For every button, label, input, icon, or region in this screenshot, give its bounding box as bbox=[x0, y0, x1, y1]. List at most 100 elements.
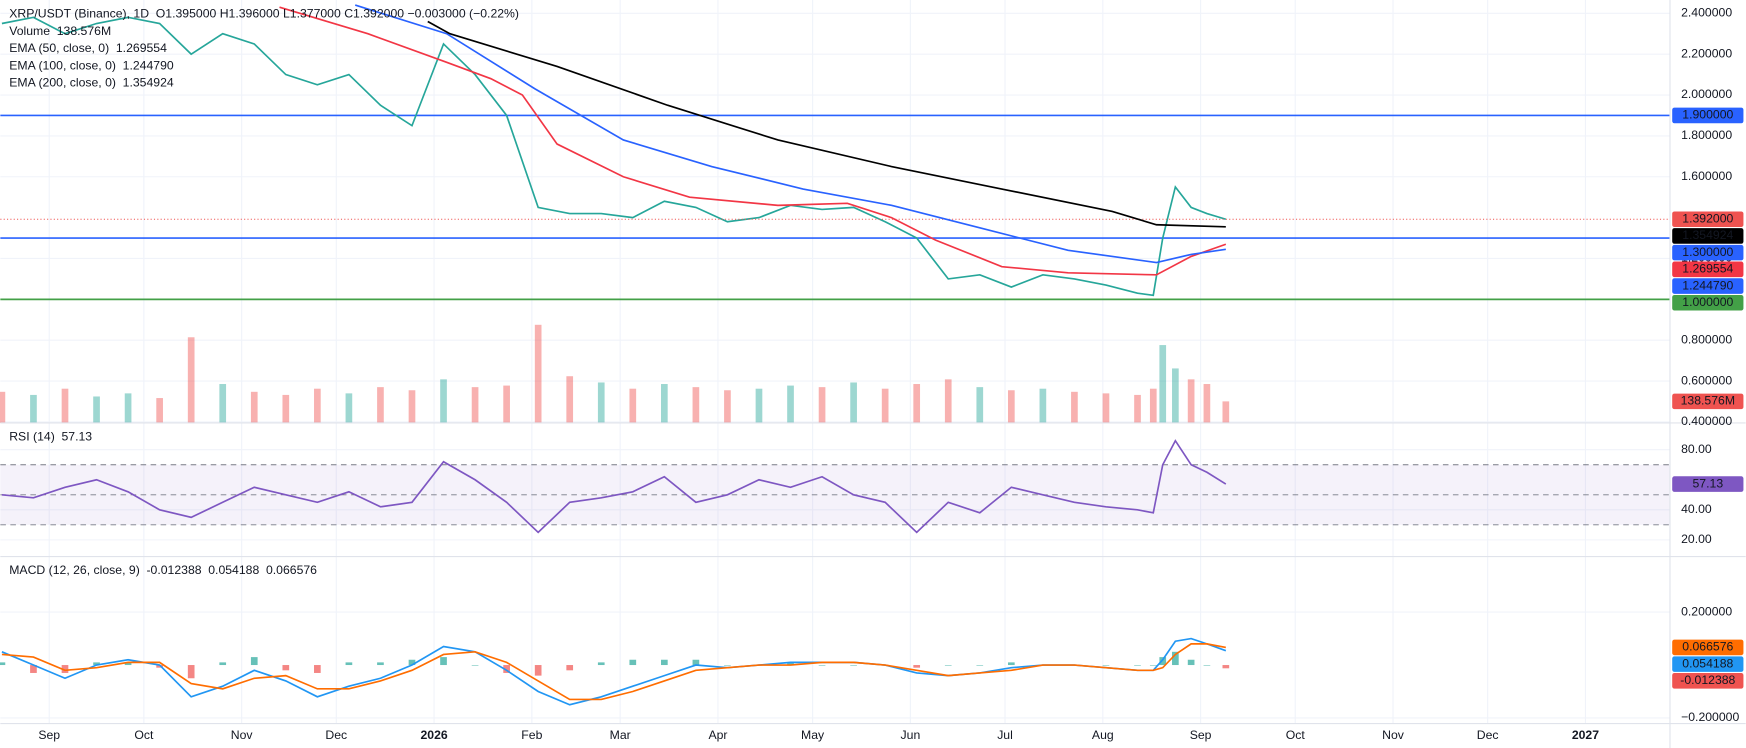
histogram-bar bbox=[0, 662, 6, 666]
histogram-bar bbox=[850, 665, 857, 666]
y-tick-label: 2.400000 bbox=[1681, 6, 1732, 20]
price-badge-label: 1.269554 bbox=[1682, 262, 1733, 276]
x-tick-label: May bbox=[801, 728, 825, 742]
x-tick-label: Oct bbox=[134, 728, 154, 742]
series-line bbox=[427, 20, 1226, 228]
price-badge-label: -0.012388 bbox=[1680, 673, 1735, 687]
histogram-bar bbox=[724, 665, 731, 666]
histogram-bar bbox=[661, 659, 668, 666]
price-badge bbox=[1672, 278, 1744, 294]
volume-bar bbox=[1039, 388, 1047, 423]
histogram-bar bbox=[93, 662, 100, 666]
histogram-bar bbox=[1222, 665, 1230, 669]
histogram-bar bbox=[1187, 659, 1195, 666]
histogram-bar bbox=[282, 665, 290, 671]
price-badge bbox=[1672, 211, 1744, 228]
volume-bar bbox=[1187, 379, 1195, 423]
volume-bar bbox=[503, 385, 510, 423]
histogram-bar bbox=[1203, 665, 1211, 666]
histogram-bar bbox=[944, 665, 952, 666]
volume-bar bbox=[661, 384, 668, 423]
y-tick-label: 80.00 bbox=[1681, 442, 1712, 456]
histogram-bar bbox=[818, 665, 826, 666]
histogram-bar bbox=[1007, 662, 1015, 666]
legend-ohlc: O1.395000 H1.396000 L1.377000 C1.392000 … bbox=[156, 7, 519, 21]
volume-bar bbox=[1172, 368, 1179, 423]
volume-bar bbox=[1007, 390, 1015, 423]
volume-bar bbox=[913, 384, 921, 423]
legend-name: EMA (100, close, 0) bbox=[9, 58, 116, 72]
x-tick-label: Mar bbox=[610, 728, 631, 742]
volume-bar bbox=[219, 384, 227, 423]
histogram-bar bbox=[345, 662, 353, 666]
price-badge bbox=[1672, 244, 1744, 261]
volume-bar bbox=[1222, 401, 1230, 423]
legend-value: 138.576M bbox=[57, 24, 111, 38]
series-line bbox=[1, 643, 1226, 701]
plot-layer bbox=[0, 4, 1670, 706]
volume-bar bbox=[187, 337, 195, 423]
histogram-bar bbox=[250, 657, 258, 666]
histogram-bar bbox=[976, 665, 984, 666]
histogram-bar bbox=[124, 662, 132, 666]
volume-bar bbox=[30, 394, 37, 423]
x-tick-label: Apr bbox=[708, 728, 727, 742]
volume-bar bbox=[944, 379, 952, 423]
legend-layer: XRP/USDT (Binance), 1D O1.395000 H1.39600… bbox=[9, 7, 519, 578]
volume-bar bbox=[61, 388, 69, 423]
x-tick-label: Oct bbox=[1286, 728, 1306, 742]
y-tick-label: 40.00 bbox=[1681, 502, 1712, 516]
histogram-bar bbox=[30, 665, 37, 673]
x-tick-label: Feb bbox=[521, 728, 542, 742]
histogram-bar bbox=[1159, 657, 1167, 666]
volume-bar bbox=[597, 382, 605, 423]
x-tick-label: Aug bbox=[1092, 728, 1114, 742]
volume-bar bbox=[1149, 388, 1157, 423]
price-badge-label: 1.000000 bbox=[1682, 295, 1733, 309]
histogram-bar bbox=[534, 665, 542, 676]
histogram-bar bbox=[1149, 665, 1157, 666]
price-badge bbox=[1672, 261, 1744, 278]
price-badge bbox=[1672, 673, 1744, 689]
histogram-bar bbox=[61, 665, 69, 673]
legend-title: MACD (12, 26, close, 9) bbox=[9, 563, 140, 577]
x-tick-label: Dec bbox=[325, 728, 347, 742]
x-tick-label: Sep bbox=[38, 728, 60, 742]
x-tick-label: Nov bbox=[1382, 728, 1405, 742]
histogram-bar bbox=[471, 665, 479, 666]
price-badge-label: 0.054188 bbox=[1682, 656, 1733, 670]
volume-bar bbox=[250, 391, 258, 423]
volume-bar bbox=[408, 390, 416, 423]
legend-value: 1.244790 bbox=[123, 58, 174, 72]
y-tick-label: −0.200000 bbox=[1681, 710, 1739, 724]
volume-bar bbox=[314, 388, 321, 423]
y-tick-label: 0.400000 bbox=[1681, 414, 1732, 428]
y-tick-label: 20.00 bbox=[1681, 532, 1712, 546]
legend-name: Volume bbox=[9, 24, 50, 38]
volume-bar bbox=[0, 391, 6, 423]
histogram-bar bbox=[377, 662, 384, 666]
volume-bar bbox=[629, 388, 637, 423]
volume-bar bbox=[724, 390, 731, 423]
price-badge-label: 1.900000 bbox=[1682, 108, 1733, 122]
x-tick-label: 2026 bbox=[420, 728, 447, 742]
x-tick-label: 2027 bbox=[1572, 728, 1599, 742]
price-badge bbox=[1672, 294, 1744, 311]
volume-bar bbox=[881, 388, 889, 423]
histogram-bar bbox=[503, 665, 510, 673]
volume-bar bbox=[282, 394, 290, 423]
volume-bar bbox=[1134, 394, 1141, 423]
y-tick-label: 1.800000 bbox=[1681, 128, 1732, 142]
histogram-bar bbox=[913, 665, 921, 668]
histogram-bar bbox=[1102, 665, 1110, 666]
histogram-bar bbox=[1172, 651, 1179, 666]
price-badge-label: 1.300000 bbox=[1682, 245, 1733, 259]
volume-bar bbox=[345, 393, 353, 423]
volume-bar bbox=[1102, 393, 1110, 423]
volume-bar bbox=[156, 398, 163, 423]
volume-bar bbox=[755, 388, 763, 423]
volume-bar bbox=[566, 376, 574, 423]
volume-bar bbox=[818, 387, 826, 423]
